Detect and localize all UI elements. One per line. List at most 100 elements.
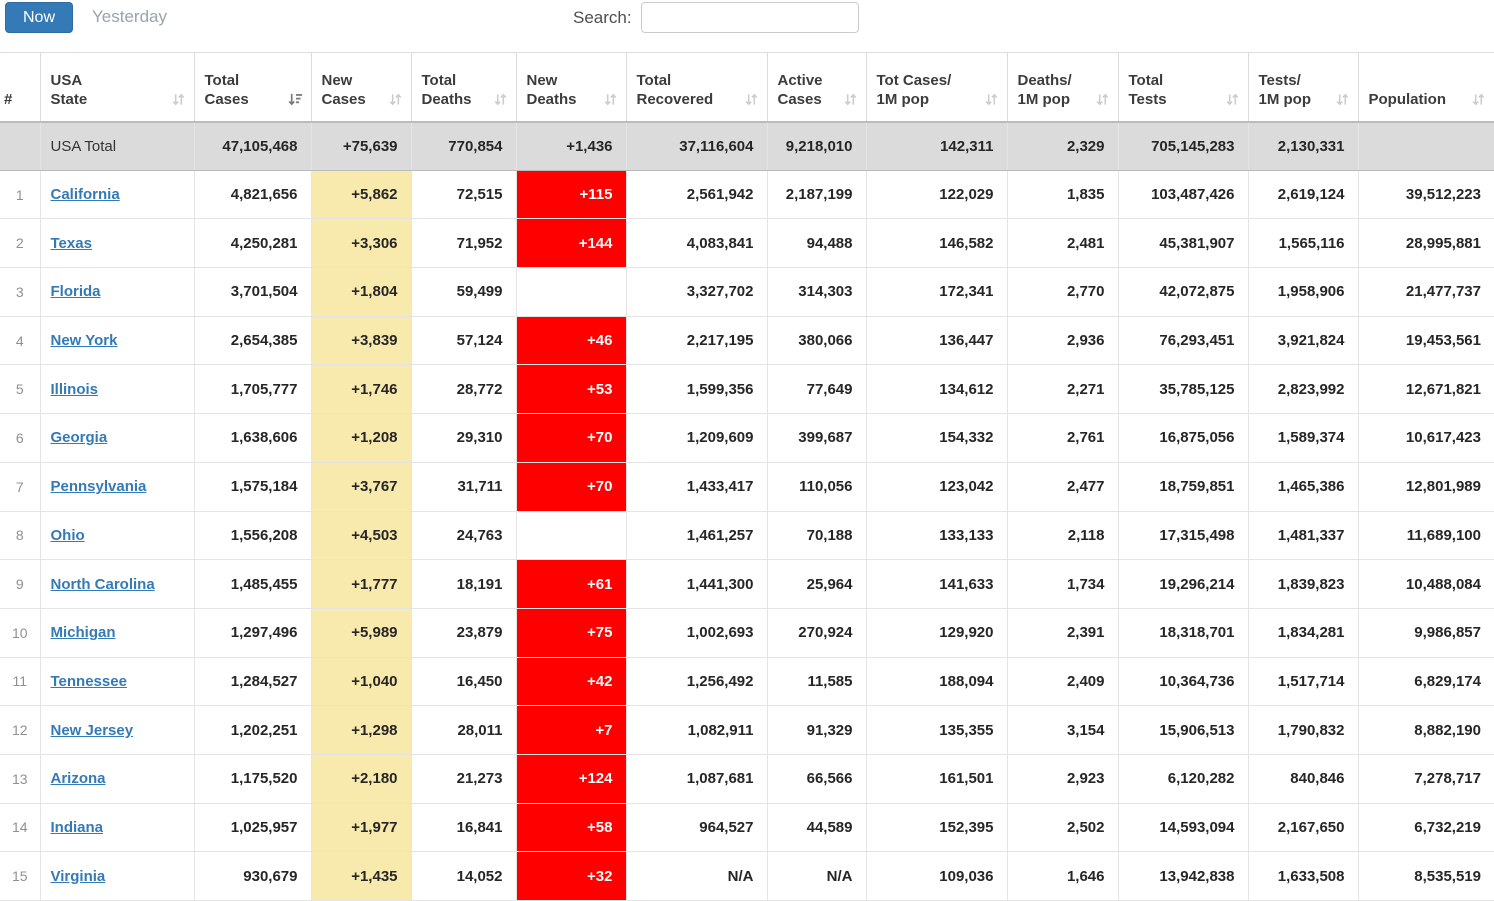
cell-active_cases: 2,187,199	[767, 170, 867, 220]
yesterday-tab[interactable]: Yesterday	[92, 7, 167, 26]
cell-active_cases: 9,218,010	[767, 121, 867, 171]
cell-population	[1358, 121, 1494, 171]
cell-new_deaths: +70	[516, 462, 627, 512]
cell-cases_1m: 188,094	[866, 657, 1008, 707]
cell-total_tests: 15,906,513	[1118, 705, 1249, 755]
cell-tests_1m: 3,921,824	[1248, 316, 1359, 366]
cell-total_cases: 1,025,957	[194, 803, 312, 853]
cell-total_deaths: 14,052	[411, 851, 517, 901]
table-row: 12 New Jersey 1,202,251 +1,298 28,011 +7 1,082…	[0, 705, 1494, 755]
cell-active_cases: 11,585	[767, 657, 867, 707]
state-link[interactable]: Michigan	[50, 624, 116, 642]
state-link[interactable]: Arizona	[50, 770, 106, 788]
now-button[interactable]: Now	[5, 2, 74, 33]
column-header-population[interactable]: Population	[1358, 52, 1494, 123]
states-table: # USA State Total Cases New Cases Total Deat…	[0, 52, 1494, 901]
cell-population: 39,512,223	[1358, 170, 1494, 220]
cell-rank: 5	[0, 364, 41, 415]
column-header-cases_1m[interactable]: Tot Cases/ 1M pop	[866, 52, 1008, 123]
search-group: Search:	[573, 2, 859, 33]
column-label-state: USA State	[50, 71, 88, 109]
table-row: 14 Indiana 1,025,957 +1,977 16,841 +58 964,527…	[0, 803, 1494, 853]
column-header-new_deaths[interactable]: New Deaths	[516, 52, 627, 123]
state-link[interactable]: New York	[50, 332, 118, 350]
cell-rank: 9	[0, 559, 41, 609]
cell-total_recovered: 1,441,300	[626, 559, 768, 609]
cell-total_recovered: 1,002,693	[626, 608, 768, 658]
cell-active_cases: 270,924	[767, 608, 867, 658]
column-header-state[interactable]: USA State	[40, 52, 195, 123]
state-link[interactable]: Indiana	[50, 818, 104, 836]
cell-tests_1m: 1,790,832	[1248, 705, 1359, 755]
cell-rank: 14	[0, 803, 41, 853]
column-header-total_deaths[interactable]: Total Deaths	[411, 52, 517, 123]
state-link[interactable]: North Carolina	[50, 575, 155, 593]
cell-rank: 7	[0, 462, 41, 512]
column-label-new_deaths: New Deaths	[526, 71, 577, 109]
cell-total_recovered: N/A	[626, 851, 768, 901]
cell-state: Virginia	[40, 851, 195, 901]
state-link[interactable]: Texas	[50, 234, 92, 252]
state-link[interactable]: California	[50, 186, 120, 204]
cell-total_cases: 1,202,251	[194, 705, 312, 755]
column-label-active_cases: Active Cases	[777, 71, 823, 109]
cell-active_cases: 91,329	[767, 705, 867, 755]
up-down-arrows-icon	[744, 92, 759, 111]
cell-active_cases: 110,056	[767, 462, 867, 512]
cell-new_cases: +75,639	[311, 121, 412, 171]
cell-population: 6,829,174	[1358, 657, 1494, 707]
state-link[interactable]: Florida	[50, 283, 101, 301]
state-link[interactable]: Tennessee	[50, 672, 127, 690]
cell-deaths_1m: 2,761	[1007, 413, 1119, 463]
cell-population: 12,671,821	[1358, 364, 1494, 415]
column-label-deaths_1m: Deaths/ 1M pop	[1017, 71, 1072, 109]
cell-population: 12,801,989	[1358, 462, 1494, 512]
cell-active_cases: 399,687	[767, 413, 867, 463]
table-row: 8 Ohio 1,556,208 +4,503 24,763 1,461,257 70,18…	[0, 511, 1494, 561]
cell-total_cases: 4,821,656	[194, 170, 312, 220]
search-input[interactable]	[640, 2, 859, 33]
state-link[interactable]: Pennsylvania	[50, 478, 147, 496]
state-link[interactable]: Georgia	[50, 429, 108, 447]
cell-total_cases: 1,638,606	[194, 413, 312, 463]
cell-rank: 3	[0, 267, 41, 317]
column-header-new_cases[interactable]: New Cases	[311, 52, 412, 123]
cell-new_deaths: +124	[516, 754, 627, 804]
cell-total_deaths: 31,711	[411, 462, 517, 512]
column-header-deaths_1m[interactable]: Deaths/ 1M pop	[1007, 52, 1119, 123]
column-header-total_recovered[interactable]: Total Recovered	[626, 52, 768, 123]
state-link[interactable]: Ohio	[50, 526, 85, 544]
cell-cases_1m: 133,133	[866, 511, 1008, 561]
cell-total_tests: 16,875,056	[1118, 413, 1249, 463]
up-down-arrows-icon	[843, 92, 858, 111]
column-header-total_cases[interactable]: Total Cases	[194, 52, 312, 123]
cell-tests_1m: 1,839,823	[1248, 559, 1359, 609]
table-row: 4 New York 2,654,385 +3,839 57,124 +46 2,217,1…	[0, 316, 1494, 366]
column-label-tests_1m: Tests/ 1M pop	[1258, 71, 1312, 109]
cell-deaths_1m: 2,936	[1007, 316, 1119, 366]
cell-tests_1m: 1,465,386	[1248, 462, 1359, 512]
column-header-tests_1m[interactable]: Tests/ 1M pop	[1248, 52, 1359, 123]
cell-state: North Carolina	[40, 559, 195, 609]
column-header-active_cases[interactable]: Active Cases	[767, 52, 867, 123]
state-link[interactable]: New Jersey	[50, 721, 134, 739]
cell-total_recovered: 2,561,942	[626, 170, 768, 220]
cell-tests_1m: 2,823,992	[1248, 364, 1359, 415]
cell-total_tests: 45,381,907	[1118, 218, 1249, 269]
cell-new_cases: +3,767	[311, 462, 412, 512]
cell-total_recovered: 1,599,356	[626, 364, 768, 415]
cell-deaths_1m: 2,409	[1007, 657, 1119, 707]
cell-rank: 4	[0, 316, 41, 366]
cell-active_cases: 44,589	[767, 803, 867, 853]
cell-tests_1m: 2,619,124	[1248, 170, 1359, 220]
state-link[interactable]: Illinois	[50, 380, 99, 398]
cell-active_cases: 314,303	[767, 267, 867, 317]
cell-tests_1m: 2,167,650	[1248, 803, 1359, 853]
cell-new_deaths: +53	[516, 364, 627, 415]
cell-new_cases: +1,298	[311, 705, 412, 755]
cell-new_deaths: +46	[516, 316, 627, 366]
state-link[interactable]: Virginia	[50, 867, 106, 885]
column-header-total_tests[interactable]: Total Tests	[1118, 52, 1249, 123]
cell-state: New Jersey	[40, 705, 195, 755]
cell-active_cases: 25,964	[767, 559, 867, 609]
